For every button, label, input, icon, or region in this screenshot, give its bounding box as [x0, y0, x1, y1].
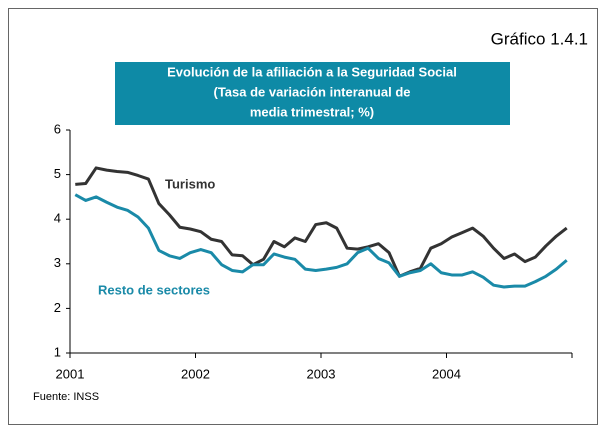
- chart-number: Gráfico 1.4.1: [491, 29, 588, 48]
- x-tick-label: 2003: [307, 366, 336, 381]
- x-tick-label: 2002: [181, 366, 210, 381]
- x-tick-label: 2001: [56, 366, 85, 381]
- y-tick-label: 1: [54, 344, 61, 359]
- series-line: [74, 193, 568, 289]
- series-line: [75, 166, 568, 278]
- y-tick-label: 5: [54, 166, 61, 181]
- y-tick-label: 2: [54, 300, 61, 315]
- y-tick-label: 4: [54, 211, 61, 226]
- series-label: Resto de sectores: [98, 282, 210, 297]
- chart-title: Evolución de la afiliación a la Segurida…: [167, 64, 457, 79]
- y-tick-label: 6: [54, 121, 61, 136]
- chart-title: media trimestral; %): [250, 104, 374, 119]
- series-label: Turismo: [165, 176, 215, 191]
- source: Fuente: INSS: [33, 391, 99, 403]
- x-tick-label: 2004: [432, 366, 461, 381]
- y-tick-label: 3: [54, 255, 61, 270]
- title-box: [115, 62, 510, 125]
- chart-title: (Tasa de variación interanual de: [214, 84, 411, 99]
